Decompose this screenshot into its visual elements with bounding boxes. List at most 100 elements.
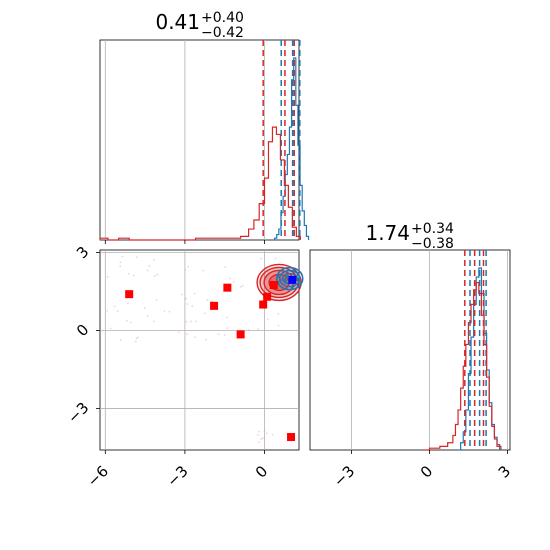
sample-dot (266, 432, 268, 435)
red-marker (287, 433, 296, 442)
sample-dot (240, 286, 242, 288)
sample-dot (121, 256, 123, 258)
sample-dot (277, 324, 280, 327)
sample-dot (239, 329, 241, 332)
sample-dot (277, 313, 280, 315)
blue-sample-dot (280, 278, 283, 281)
sample-dot (153, 258, 155, 261)
sample-dot (271, 433, 274, 436)
sample-dot (133, 274, 135, 277)
sample-dot (178, 331, 180, 334)
sample-dot (119, 261, 122, 264)
blue-sample-dot (297, 274, 300, 277)
sample-dot (148, 265, 150, 267)
blue-sample-dot (282, 280, 285, 283)
sample-dot (211, 300, 213, 303)
blue-sample-dot (298, 285, 301, 288)
sample-dot (190, 320, 192, 323)
scatter-xy-panel: −6 −3 0 3 0 −3 (64, 243, 304, 490)
sample-dot (144, 307, 146, 309)
blue-marker (288, 275, 297, 284)
sample-dot (191, 305, 194, 307)
sample-dot (187, 266, 190, 268)
sample-dot (116, 310, 119, 312)
red-marker (259, 300, 268, 309)
y-tick-label: −3 (64, 399, 92, 427)
histogram-y-panel: −3 0 3 1.74 +0.34 −0.38 (309, 221, 514, 490)
sample-dot (260, 438, 263, 440)
sample-dot (260, 257, 262, 260)
sample-dot (156, 273, 159, 276)
y-tick-label: 3 (73, 243, 92, 262)
sample-dot (217, 333, 220, 336)
sample-dot (146, 315, 149, 318)
blue-sample-dot (293, 285, 296, 288)
blue-sample-dot (282, 271, 285, 274)
sample-dot (136, 256, 138, 258)
blue-contour (278, 269, 301, 288)
blue-sample-dot (286, 278, 289, 281)
blue-sample-dot (296, 273, 299, 276)
sample-dot (229, 277, 231, 280)
histogram-x-red-steps (99, 126, 301, 241)
histogram-x-frame (99, 39, 300, 241)
blue-sample-dot (286, 275, 289, 278)
histogram-y-title: 1.74 (365, 221, 410, 245)
sample-dot (194, 336, 196, 338)
sample-dot (258, 430, 260, 433)
sample-dot (232, 281, 235, 283)
histogram-x-blue-steps (272, 57, 310, 241)
sample-dot (257, 328, 259, 330)
sample-dot (137, 336, 139, 339)
blue-sample-dot (292, 268, 295, 271)
blue-sample-dot (291, 284, 294, 287)
red-marker (210, 301, 219, 310)
sample-dot (195, 320, 197, 323)
sample-dot (163, 310, 166, 312)
blue-sample-dot (290, 286, 293, 289)
red-marker (269, 281, 278, 290)
x-tick-label: 0 (417, 462, 436, 481)
sample-dot (184, 269, 186, 271)
red-marker (223, 283, 232, 292)
blue-sample-dot (285, 280, 288, 283)
blue-sample-dot (286, 273, 289, 276)
sample-dot (262, 437, 264, 440)
x-tick-label: −3 (163, 462, 191, 490)
sample-dot (193, 292, 196, 295)
sample-dot (113, 305, 116, 308)
histogram-x-title-plus: +0.40 (201, 10, 244, 26)
blue-contour (275, 266, 304, 291)
sample-dot (106, 276, 109, 278)
blue-sample-dot (284, 281, 287, 284)
sample-dot (258, 441, 260, 443)
x-tick-label: 3 (495, 462, 514, 481)
sample-dot (129, 321, 132, 324)
blue-sample-dot (283, 278, 286, 281)
red-marker (263, 292, 272, 301)
y-tick-label: 0 (73, 321, 92, 340)
x-tick-label: 0 (252, 462, 271, 481)
sample-dot (127, 302, 129, 305)
sample-dot (274, 257, 277, 260)
blue-sample-dot (285, 276, 288, 279)
sample-dot (184, 298, 186, 300)
sample-dot (186, 303, 189, 305)
sample-dot (126, 319, 128, 322)
sample-dot (226, 327, 229, 329)
sample-dot (263, 430, 266, 432)
sample-dot (135, 340, 137, 343)
blue-sample-dot (298, 281, 301, 284)
blue-sample-dot (286, 282, 289, 285)
histogram-x-title-minus: −0.42 (201, 25, 244, 41)
sample-dot (267, 318, 269, 320)
sample-dot (180, 293, 183, 296)
x-tick-label: −6 (84, 462, 112, 490)
sample-dot (204, 312, 206, 315)
sample-dot (226, 316, 229, 319)
sample-dot (247, 329, 250, 331)
sample-dot (223, 334, 226, 336)
sample-dot (146, 269, 149, 272)
sample-dot (185, 297, 187, 300)
